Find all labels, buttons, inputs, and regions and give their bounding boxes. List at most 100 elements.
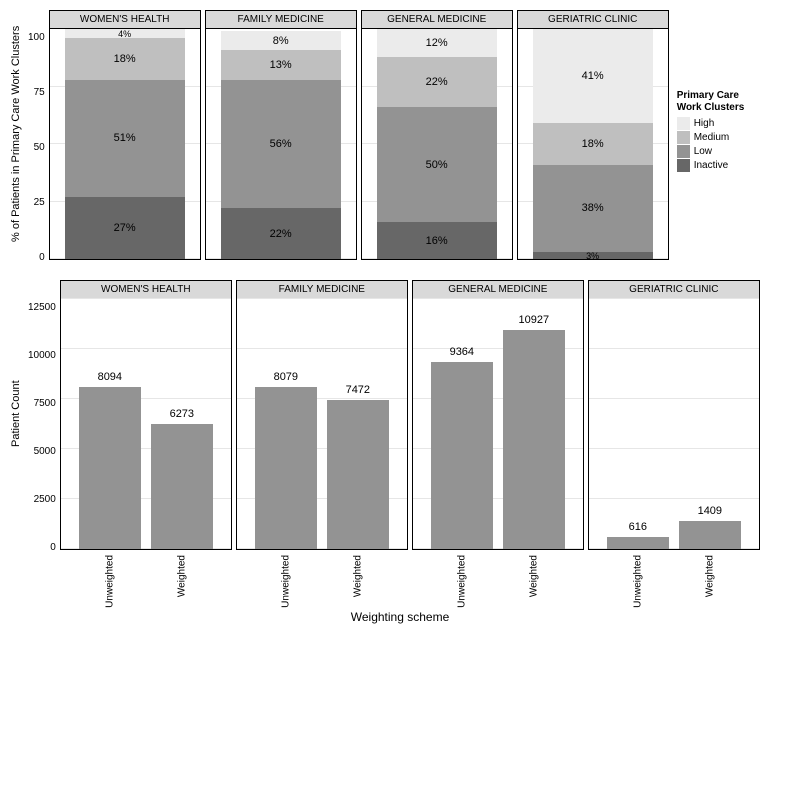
y-tick: 25 — [34, 198, 45, 208]
bar-segment: 51% — [65, 80, 185, 197]
bar: 616 — [607, 537, 669, 549]
facet-panel: WOMEN'S HEALTH8094Unweighted6273Weighted — [60, 280, 232, 550]
x-tick-label: Unweighted — [632, 555, 643, 608]
panel-title: GENERAL MEDICINE — [413, 281, 583, 299]
grid-line — [589, 348, 759, 349]
y-tick: 10000 — [28, 351, 56, 361]
bar-segment: 56% — [221, 80, 341, 209]
bar-segment: 4% — [65, 29, 185, 38]
bar-segment: 3% — [533, 252, 653, 259]
bar-value-label: 7472 — [346, 384, 370, 396]
facet-panel: GENERAL MEDICINE16%50%22%12% — [361, 10, 513, 260]
legend-label: Low — [694, 146, 712, 157]
grid-line — [237, 348, 407, 349]
legend-item: Low — [677, 145, 745, 158]
y-tick: 0 — [50, 543, 56, 553]
bottom-chart: Patient Count 12500100007500500025000 WO… — [10, 280, 790, 624]
grid-line — [413, 298, 583, 299]
y-tick: 50 — [34, 143, 45, 153]
top-y-axis: % of Patients in Primary Care Work Clust… — [10, 10, 49, 258]
panel-title: GERIATRIC CLINIC — [589, 281, 759, 299]
bar-value-label: 1409 — [698, 505, 722, 517]
panel-title: FAMILY MEDICINE — [237, 281, 407, 299]
x-tick-label: Weighted — [528, 555, 539, 597]
plot-area: 22%56%13%8% — [206, 29, 356, 259]
bar-segment: 22% — [377, 57, 497, 108]
bar-segment: 12% — [377, 29, 497, 57]
top-y-label: % of Patients in Primary Care Work Clust… — [10, 19, 22, 249]
panel-title: WOMEN'S HEALTH — [50, 11, 200, 29]
grid-line — [61, 348, 231, 349]
top-chart: % of Patients in Primary Care Work Clust… — [10, 10, 790, 260]
bar-segment: 18% — [533, 123, 653, 164]
grid-line — [589, 398, 759, 399]
top-y-ticks: 1007550250 — [28, 28, 45, 258]
x-tick-label: Unweighted — [280, 555, 291, 608]
bar-value-label: 6273 — [170, 408, 194, 420]
panel-title: FAMILY MEDICINE — [206, 11, 356, 29]
chart-container: % of Patients in Primary Care Work Clust… — [10, 10, 790, 624]
plot-area: 9364Unweighted10927Weighted — [413, 299, 583, 549]
bottom-panels: WOMEN'S HEALTH8094Unweighted6273Weighted… — [60, 280, 760, 550]
legend-item: High — [677, 117, 745, 130]
y-tick: 75 — [34, 88, 45, 98]
bar: 8094 — [79, 387, 141, 549]
legend-label: High — [694, 118, 715, 129]
y-tick: 2500 — [34, 495, 56, 505]
plot-area: 8094Unweighted6273Weighted — [61, 299, 231, 549]
panel-title: GERIATRIC CLINIC — [518, 11, 668, 29]
plot-area: 8079Unweighted7472Weighted — [237, 299, 407, 549]
bar-value-label: 8079 — [274, 371, 298, 383]
bar-segment: 13% — [221, 50, 341, 80]
x-tick-label: Weighted — [352, 555, 363, 597]
bar: 9364 — [431, 362, 493, 549]
legend: Primary CareWork Clusters HighMediumLowI… — [677, 90, 745, 173]
bar-value-label: 9364 — [450, 346, 474, 358]
facet-panel: GERIATRIC CLINIC616Unweighted1409Weighte… — [588, 280, 760, 550]
x-axis-label: Weighting scheme — [10, 610, 790, 624]
facet-panel: GERIATRIC CLINIC3%38%18%41% — [517, 10, 669, 260]
y-tick: 7500 — [34, 399, 56, 409]
bar-segment: 16% — [377, 222, 497, 259]
bar-segment: 50% — [377, 107, 497, 222]
bar: 10927 — [503, 330, 565, 549]
y-tick: 12500 — [28, 303, 56, 313]
plot-area: 616Unweighted1409Weighted — [589, 299, 759, 549]
legend-label: Inactive — [694, 160, 728, 171]
plot-area: 16%50%22%12% — [362, 29, 512, 259]
bar-value-label: 8094 — [98, 371, 122, 383]
bar-segment: 8% — [221, 31, 341, 49]
bar: 6273 — [151, 424, 213, 549]
bar: 1409 — [679, 521, 741, 549]
plot-area: 3%38%18%41% — [518, 29, 668, 259]
bar-segment: 41% — [533, 29, 653, 123]
grid-line — [237, 298, 407, 299]
grid-line — [589, 448, 759, 449]
bottom-y-label: Patient Count — [10, 289, 22, 539]
facet-panel: GENERAL MEDICINE9364Unweighted10927Weigh… — [412, 280, 584, 550]
stacked-bar: 22%56%13%8% — [221, 31, 341, 259]
legend-swatch — [677, 131, 690, 144]
facet-panel: FAMILY MEDICINE 22%56%13%8% — [205, 10, 357, 260]
bar-value-label: 616 — [629, 521, 647, 533]
bar-segment: 38% — [533, 165, 653, 252]
panel-title: GENERAL MEDICINE — [362, 11, 512, 29]
y-tick: 0 — [39, 253, 45, 263]
bar-segment: 22% — [221, 208, 341, 259]
legend-label: Medium — [694, 132, 730, 143]
grid-line — [589, 298, 759, 299]
stacked-bar: 27%51%18%4% — [65, 29, 185, 259]
facet-panel: WOMEN'S HEALTH27%51%18%4% — [49, 10, 201, 260]
plot-area: 27%51%18%4% — [50, 29, 200, 259]
panel-title: WOMEN'S HEALTH — [61, 281, 231, 299]
x-tick-label: Weighted — [704, 555, 715, 597]
bar-segment: 27% — [65, 197, 185, 259]
bottom-y-ticks: 12500100007500500025000 — [28, 298, 56, 548]
legend-item: Inactive — [677, 159, 745, 172]
grid-line — [61, 298, 231, 299]
bottom-y-axis: Patient Count 12500100007500500025000 — [10, 280, 60, 548]
top-panels: WOMEN'S HEALTH27%51%18%4%FAMILY MEDICINE… — [49, 10, 669, 260]
legend-item: Medium — [677, 131, 745, 144]
x-tick-label: Unweighted — [456, 555, 467, 608]
x-tick-label: Weighted — [176, 555, 187, 597]
